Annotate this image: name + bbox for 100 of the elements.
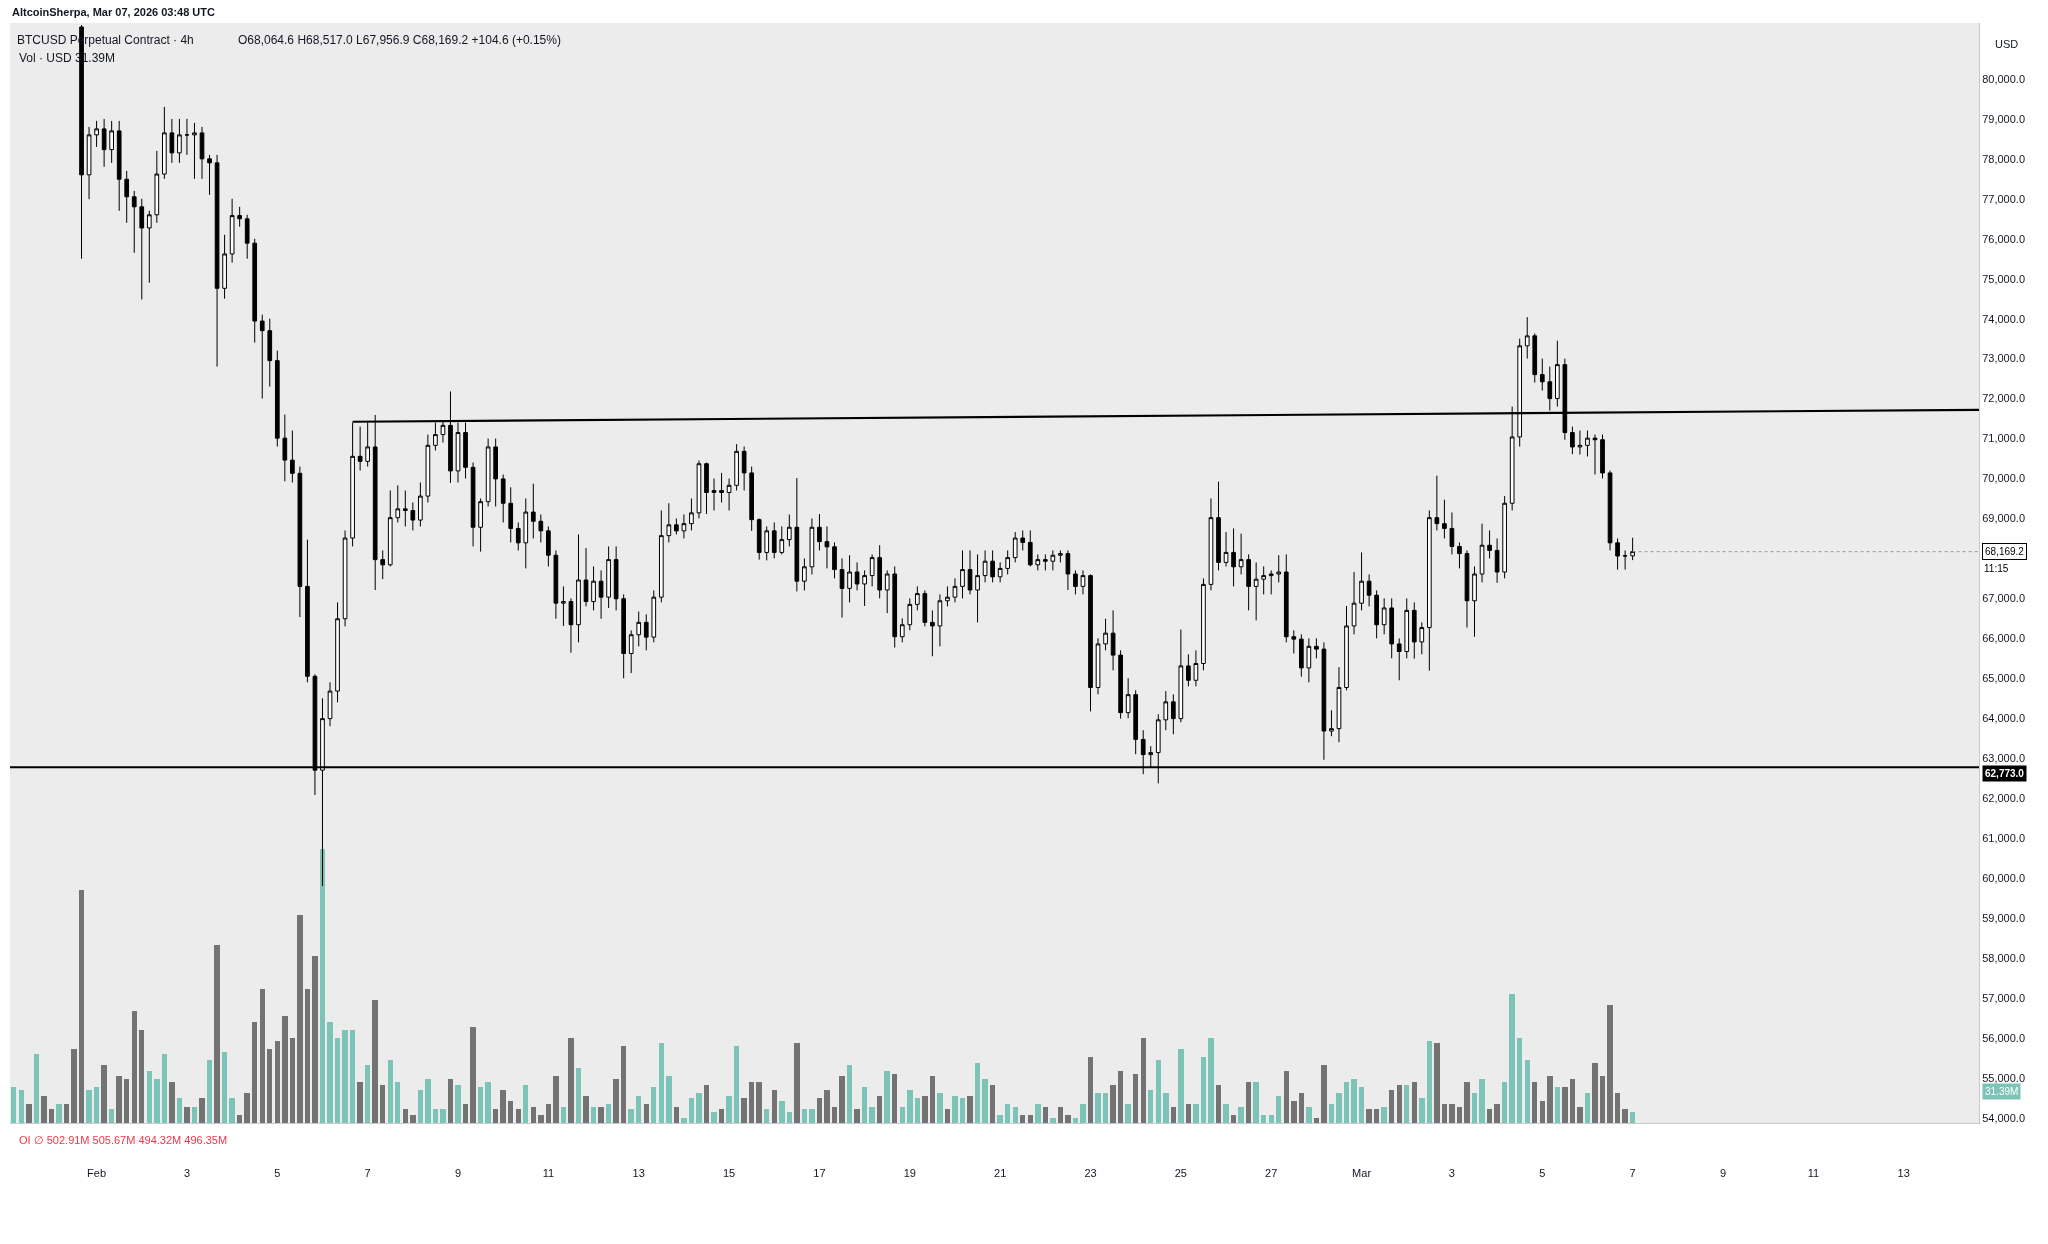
bar <box>945 1109 950 1123</box>
bar <box>659 1043 664 1123</box>
bar <box>1525 1060 1530 1123</box>
bar <box>1208 1038 1214 1123</box>
candlestick <box>1095 637 1101 695</box>
candlestick <box>945 585 950 607</box>
candlestick <box>628 629 634 674</box>
bar <box>1434 1043 1440 1123</box>
bar <box>1291 1101 1297 1123</box>
bar <box>997 1115 1003 1123</box>
bar <box>1095 1093 1101 1123</box>
bar <box>1141 1038 1146 1123</box>
bar <box>139 1030 144 1123</box>
candlestick <box>847 554 852 603</box>
candlestick <box>274 350 280 448</box>
bar <box>719 1109 724 1123</box>
candlestick <box>523 497 529 569</box>
bar <box>1058 1107 1063 1123</box>
candlestick <box>357 426 363 472</box>
bar <box>561 1107 566 1123</box>
bar <box>433 1109 438 1123</box>
bar <box>275 1041 280 1123</box>
candlestick <box>1178 629 1184 723</box>
candlestick <box>259 314 265 400</box>
bar <box>1284 1071 1289 1123</box>
candlestick <box>982 549 988 583</box>
candlestick <box>199 126 205 180</box>
bar <box>177 1098 182 1123</box>
bar <box>1028 1115 1033 1123</box>
candlestick <box>967 549 973 595</box>
candlestick <box>470 462 476 547</box>
bar <box>644 1104 649 1123</box>
bar <box>598 1107 604 1123</box>
bar <box>327 1022 333 1123</box>
x-tick-label: 7 <box>1629 1167 1636 1180</box>
candlestick <box>1298 633 1304 678</box>
ref-line-label: 62,773.0 <box>1985 768 2025 779</box>
candlestick <box>109 120 114 164</box>
candlestick <box>666 502 672 543</box>
candlestick <box>598 569 604 620</box>
x-tick-label: Mar <box>1352 1167 1372 1180</box>
bar <box>320 849 325 1123</box>
candlestick <box>267 318 273 388</box>
candlestick <box>1125 677 1131 719</box>
candlestick <box>658 509 664 603</box>
bar <box>802 1109 807 1123</box>
x-tick-label: 9 <box>454 1167 462 1180</box>
candlestick <box>1374 589 1379 639</box>
candlestick <box>94 120 99 148</box>
candlestick <box>1223 531 1229 567</box>
candlestick <box>425 434 431 503</box>
candlestick <box>907 597 913 631</box>
candlestick <box>764 525 770 561</box>
bar <box>282 1016 288 1123</box>
candlestick <box>493 438 499 507</box>
bar <box>418 1090 423 1123</box>
candlestick <box>305 539 310 683</box>
candlestick <box>877 544 883 599</box>
candlestick <box>1276 554 1282 583</box>
candlestick <box>116 120 122 212</box>
bar <box>440 1109 446 1123</box>
candlestick <box>244 214 250 260</box>
bar <box>41 1096 47 1123</box>
candlestick <box>207 154 212 196</box>
bar <box>34 1054 39 1123</box>
bar <box>1020 1115 1025 1123</box>
bar <box>1457 1107 1462 1123</box>
y-tick-label: 74,000.0 <box>1982 312 2026 325</box>
bar <box>1013 1107 1018 1123</box>
candlestick <box>606 545 611 609</box>
bar <box>237 1115 242 1123</box>
candlestick <box>1539 358 1545 392</box>
candlestick <box>952 577 958 603</box>
candlestick <box>884 569 890 614</box>
candlestick <box>1359 551 1364 611</box>
candlestick <box>162 106 167 180</box>
candlestick <box>1570 426 1575 455</box>
bar <box>1397 1085 1402 1123</box>
candlestick <box>380 549 386 580</box>
bar <box>1442 1104 1447 1123</box>
bar <box>132 1011 137 1123</box>
bar <box>613 1079 619 1123</box>
bar <box>290 1038 295 1123</box>
candlestick <box>1487 529 1492 559</box>
bar <box>372 1000 378 1123</box>
candlestick <box>576 533 581 643</box>
bar <box>1464 1082 1470 1123</box>
bar <box>86 1090 92 1123</box>
y-tick-label: 56,000.0 <box>1982 1031 2026 1044</box>
candlestick <box>734 443 739 491</box>
candlestick <box>1035 553 1041 571</box>
candlestick <box>1449 511 1455 555</box>
candlestick <box>1050 549 1056 571</box>
bar <box>357 1082 363 1123</box>
y-tick-label: 76,000.0 <box>1982 232 2026 245</box>
bar <box>1427 1041 1432 1123</box>
candlestick <box>1027 529 1033 567</box>
candlestick <box>1314 637 1319 659</box>
y-tick-label: 60,000.0 <box>1982 871 2026 884</box>
bar <box>463 1104 468 1123</box>
